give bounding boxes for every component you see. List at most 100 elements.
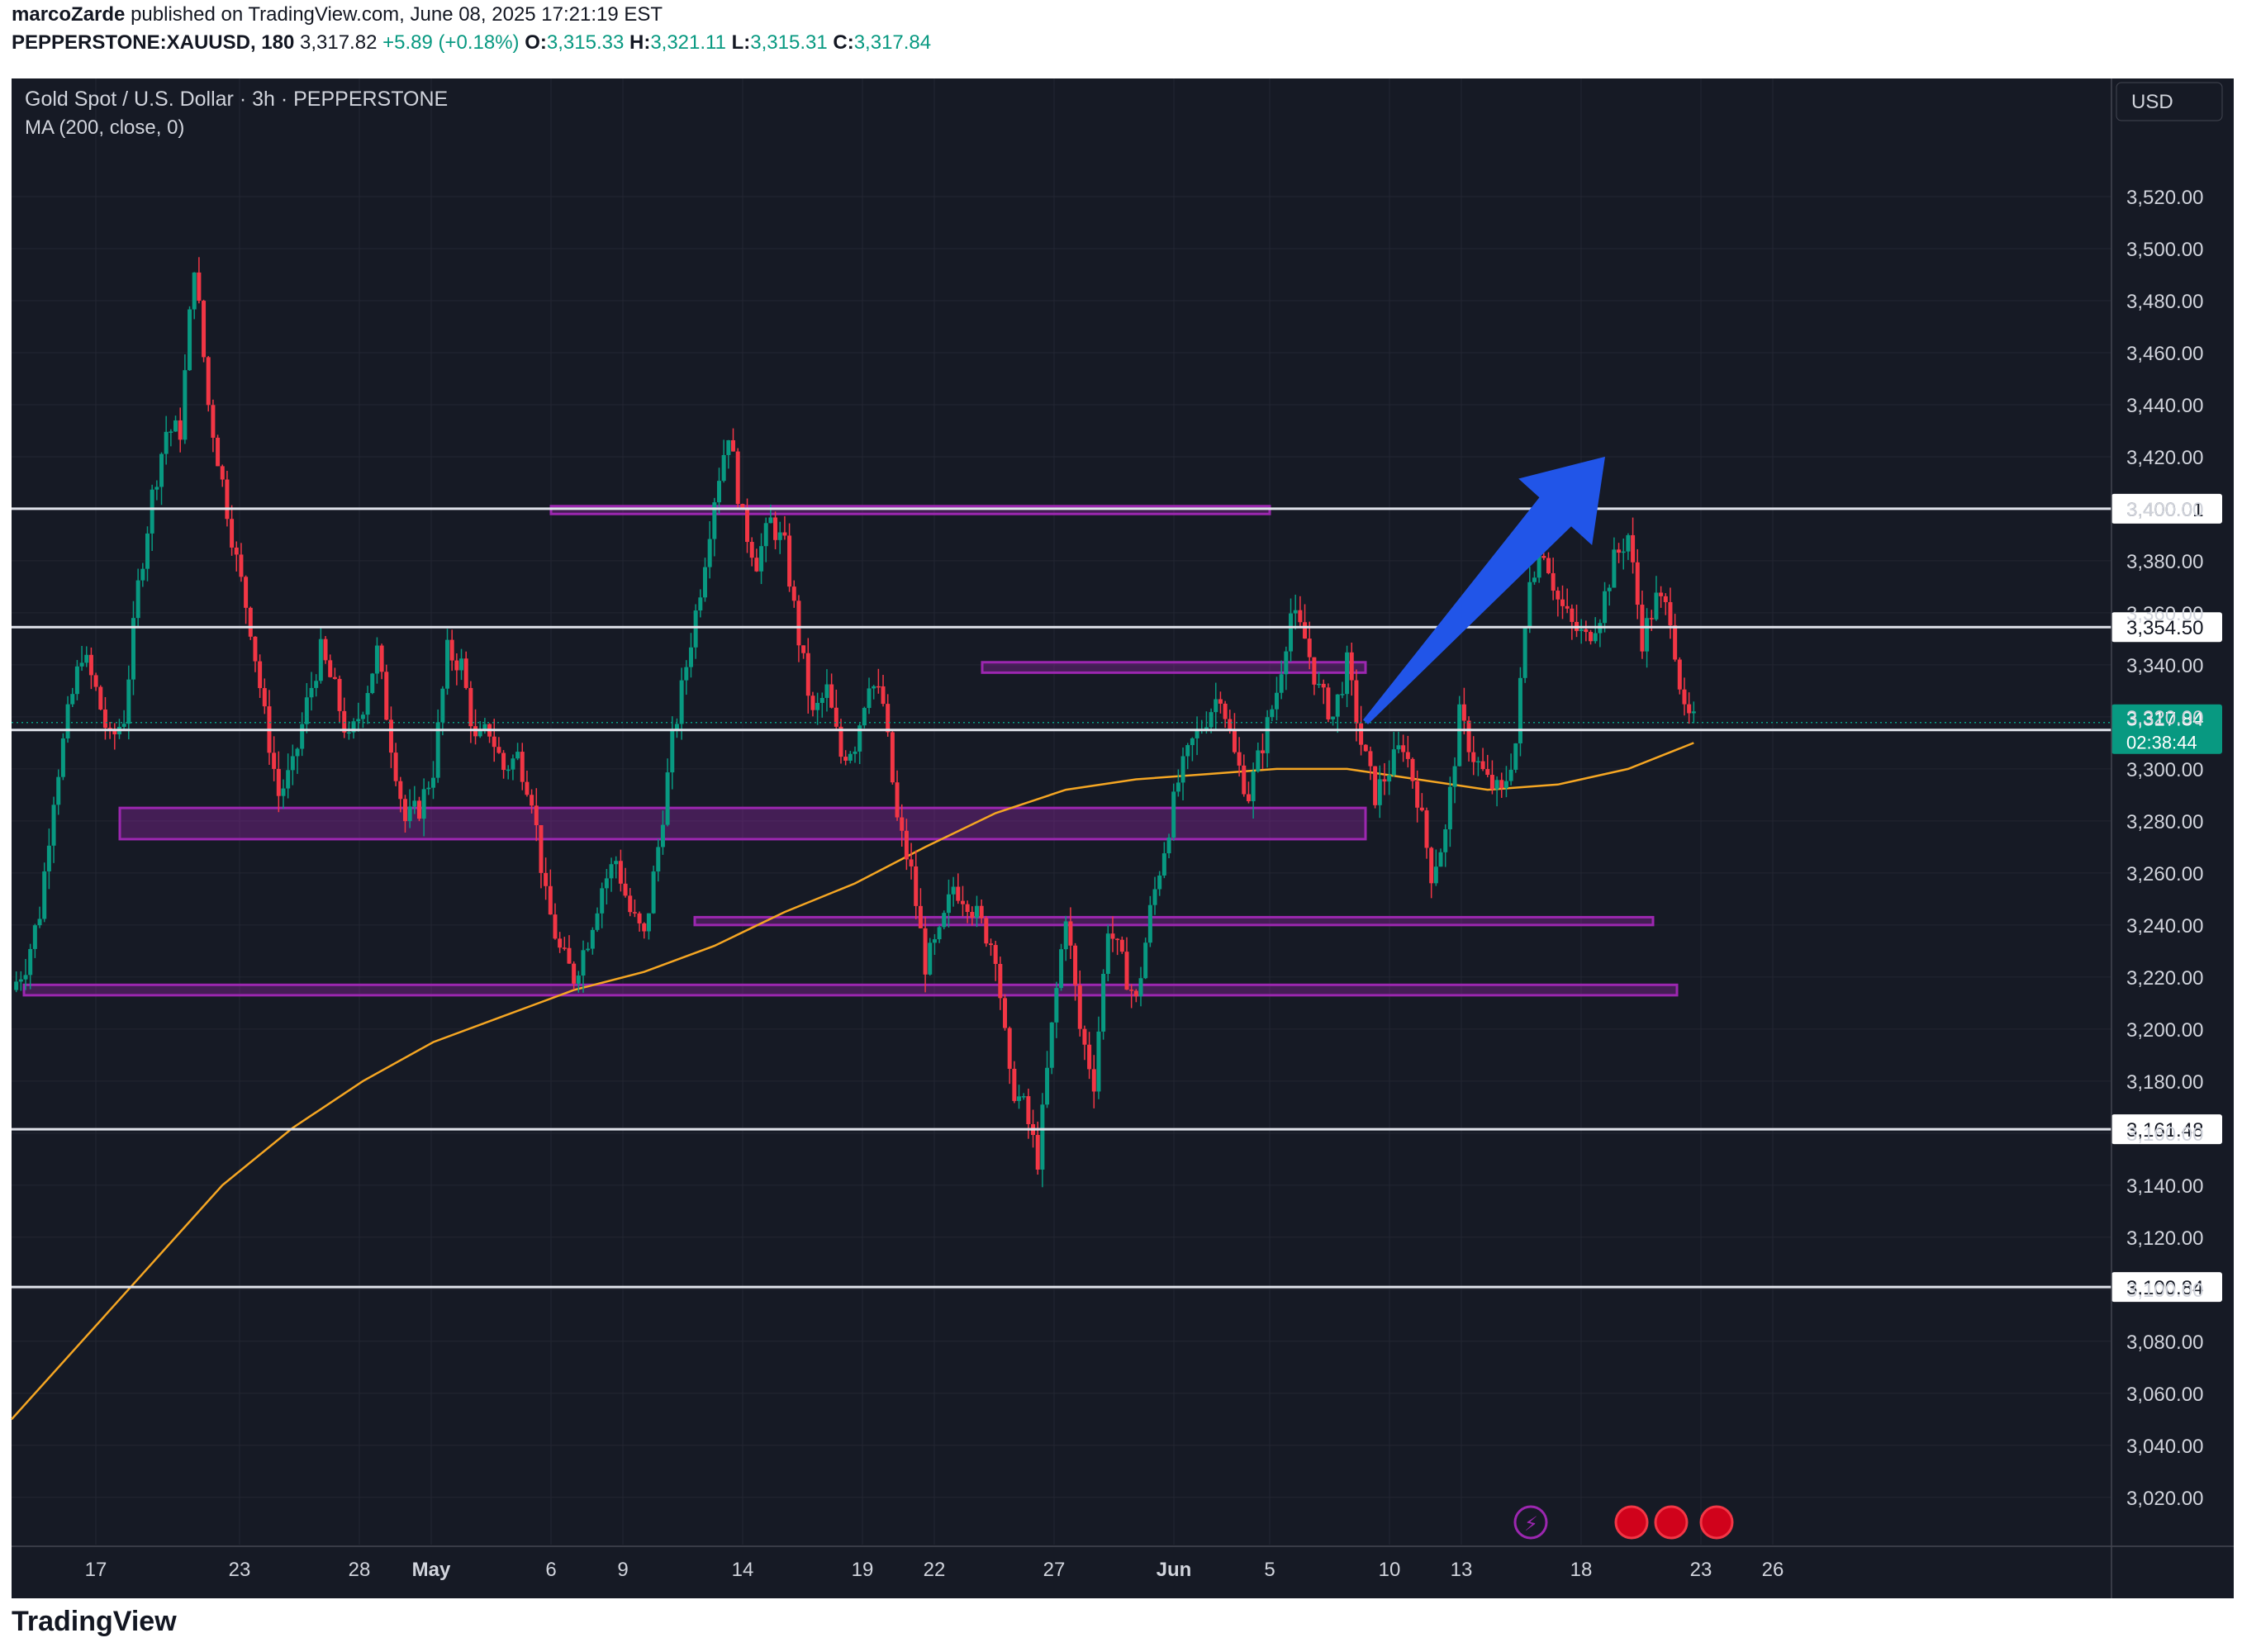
open-value: 3,315.33 (546, 31, 625, 54)
candle-body (1101, 973, 1106, 1032)
candle-body (1289, 613, 1294, 652)
x-tick-label: 6 (545, 1559, 556, 1581)
candle-body (79, 662, 84, 667)
candle-body (70, 694, 75, 705)
candle-body (88, 654, 93, 676)
candle-body (74, 666, 79, 695)
candle-body (1237, 752, 1242, 766)
support-zone[interactable] (118, 806, 1367, 841)
candle-body (586, 948, 591, 951)
x-tick-label: 22 (924, 1559, 946, 1581)
candle-body (356, 719, 361, 722)
candle-body (1485, 769, 1490, 776)
x-tick-label: 23 (229, 1559, 251, 1581)
candle-body (1438, 852, 1443, 867)
author-name[interactable]: marcoZarde (12, 3, 126, 26)
chart-title: Gold Spot / U.S. Dollar · 3h · PEPPERSTO… (25, 88, 448, 111)
candle-body (1021, 1096, 1026, 1098)
candle-body (281, 788, 286, 796)
x-tick-label: 5 (1264, 1559, 1275, 1581)
support-zone[interactable] (549, 505, 1271, 515)
candle-body (1466, 720, 1471, 752)
us-flag-icon[interactable] (1654, 1505, 1689, 1540)
candle-body (829, 684, 834, 708)
candle-body (782, 532, 787, 536)
candle-body (1003, 998, 1008, 1028)
candle-body (984, 918, 989, 944)
candle-body (777, 532, 782, 540)
candle-body (876, 686, 881, 688)
candle-body (909, 859, 914, 866)
candle-body (1176, 782, 1180, 792)
candle-body (1621, 551, 1626, 553)
candle-body (707, 539, 712, 567)
candle-body (1166, 838, 1171, 854)
x-tick-label: 10 (1379, 1559, 1401, 1581)
candle-body (890, 732, 895, 783)
candle-body (572, 963, 577, 984)
y-tick-label: 3,300.00 (2126, 759, 2203, 781)
candle-body (614, 861, 619, 865)
x-tick-label: 9 (617, 1559, 628, 1581)
candle-body (553, 914, 558, 939)
candle-body (239, 554, 244, 577)
candle-body (1012, 1068, 1017, 1101)
candle-body (1391, 749, 1396, 776)
candle-body (300, 724, 305, 749)
event-markers[interactable]: ⚡ (1513, 1505, 1734, 1540)
currency-button[interactable] (2116, 82, 2223, 121)
candle-body (1040, 1104, 1045, 1170)
current-price-badge[interactable] (2111, 704, 2222, 754)
candle-body (1256, 750, 1261, 771)
candle-body (1429, 847, 1434, 884)
candle-body (173, 420, 178, 432)
candle-body (1654, 592, 1659, 620)
change-value: +5.89 (+0.18%) (382, 31, 520, 54)
support-zone[interactable] (693, 915, 1655, 927)
candle-body (402, 799, 407, 822)
candle-body (28, 948, 33, 976)
candle-body (365, 693, 370, 715)
candle-body (754, 558, 759, 572)
candle-body (1082, 1028, 1087, 1045)
candle-body (1265, 717, 1270, 753)
candle-body (276, 768, 281, 796)
candle-body (1691, 711, 1696, 714)
candle-body (773, 517, 778, 540)
candle-body (1068, 921, 1073, 946)
tradingview-logo[interactable]: TradingView (12, 1606, 177, 1637)
candle-body (918, 905, 923, 928)
y-tick-label: 3,160.00 (2126, 1123, 2203, 1146)
candle-body (558, 938, 563, 948)
candle-body (674, 724, 679, 731)
candle-body (379, 645, 384, 672)
candle-body (763, 523, 768, 547)
candle-body (121, 724, 126, 727)
indicator-label[interactable]: MA (200, close, 0) (25, 116, 184, 139)
candle-body (1096, 1031, 1101, 1092)
candle-body (895, 782, 900, 818)
candle-body (164, 431, 169, 454)
candle-body (1312, 657, 1317, 685)
support-zone[interactable] (981, 661, 1367, 674)
candle-body (262, 688, 267, 707)
candle-body (1251, 771, 1256, 801)
candle-body (660, 824, 665, 847)
candle-body (234, 547, 239, 555)
candle-body (970, 912, 975, 918)
candle-body (1682, 689, 1687, 705)
candle-body (956, 886, 961, 901)
y-tick-label: 3,280.00 (2126, 811, 2203, 833)
y-tick-label: 3,140.00 (2126, 1175, 2203, 1198)
candle-body (979, 905, 984, 919)
candle-body (360, 714, 365, 719)
bullish-arrow[interactable] (1363, 456, 1605, 724)
price-line-label: 3,400.01 (2126, 499, 2203, 521)
lightning-icon[interactable] (1513, 1505, 1548, 1540)
candle-body (1017, 1096, 1022, 1101)
support-zone[interactable] (22, 983, 1679, 997)
candle-body (1617, 549, 1622, 553)
us-flag-icon[interactable] (1699, 1505, 1734, 1540)
us-flag-icon[interactable] (1614, 1505, 1649, 1540)
